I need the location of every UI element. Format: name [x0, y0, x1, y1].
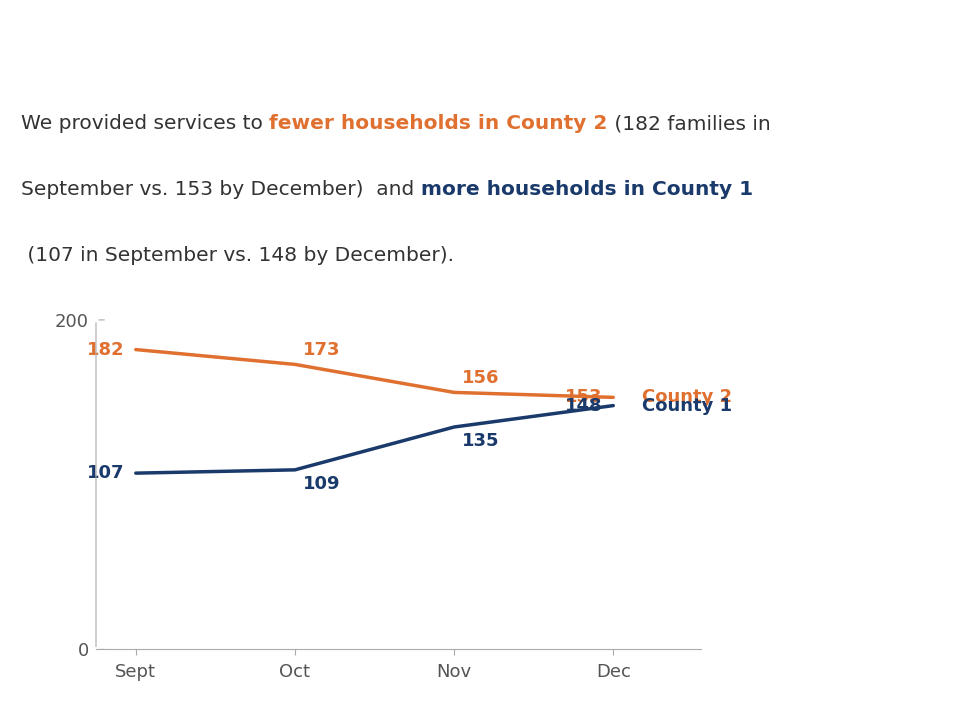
- Text: (182 families in: (182 families in: [608, 114, 771, 133]
- Text: 173: 173: [303, 341, 341, 359]
- Text: September vs. 153 by December)  and: September vs. 153 by December) and: [21, 180, 420, 199]
- Text: fewer households in County 2: fewer households in County 2: [270, 114, 608, 133]
- Text: 107: 107: [87, 464, 125, 482]
- Text: 156: 156: [462, 369, 499, 387]
- Text: 182: 182: [87, 341, 125, 359]
- Text: Households served: Households served: [21, 26, 409, 60]
- Text: (107 in September vs. 148 by December).: (107 in September vs. 148 by December).: [21, 246, 454, 264]
- Text: County 2: County 2: [642, 388, 732, 406]
- Text: more households in County 1: more households in County 1: [420, 180, 753, 199]
- Text: 153: 153: [564, 388, 602, 406]
- Text: 109: 109: [303, 474, 341, 492]
- Text: 135: 135: [462, 432, 499, 450]
- Text: We provided services to: We provided services to: [21, 114, 270, 133]
- Text: 148: 148: [564, 397, 602, 415]
- Text: County 1: County 1: [642, 397, 732, 415]
- Text: www.annkemery.com: www.annkemery.com: [776, 692, 939, 706]
- Text: Ann K. Emery: Ann K. Emery: [21, 692, 125, 706]
